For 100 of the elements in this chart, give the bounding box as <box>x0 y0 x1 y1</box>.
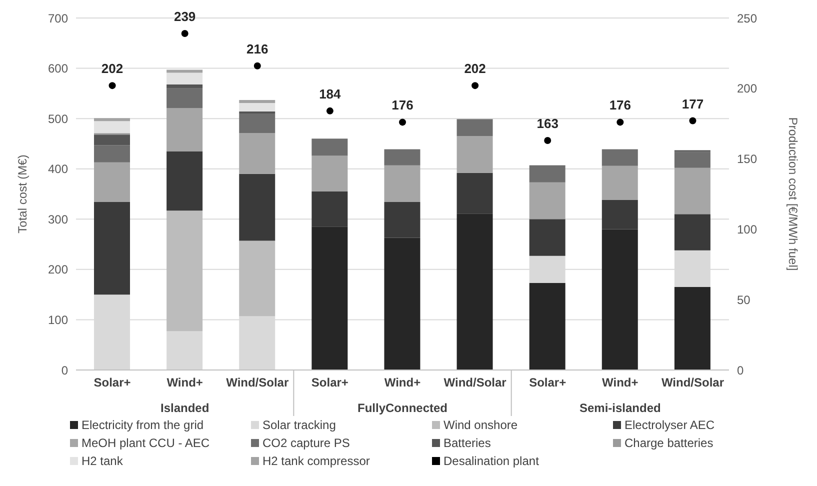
x-tick-label: Wind+ <box>602 376 638 390</box>
bar <box>456 172 493 214</box>
bar <box>674 214 710 250</box>
point <box>108 82 116 90</box>
bar <box>166 70 203 73</box>
bar <box>239 100 276 103</box>
bar <box>674 152 710 168</box>
bar <box>312 156 348 192</box>
text: Semi-islanded <box>579 401 661 415</box>
bar <box>166 151 203 211</box>
bar <box>384 202 420 238</box>
bar <box>674 168 710 214</box>
x-tick-label: Solar+ <box>529 376 566 390</box>
bar <box>239 114 276 134</box>
bar <box>456 136 493 173</box>
legend-label: Solar tracking <box>262 418 336 432</box>
x-tick-label: Solar+ <box>94 376 131 390</box>
bar <box>166 210 203 332</box>
y2-axis-title: Production cost [€/MWh fuel] <box>786 117 800 271</box>
data-label: 163 <box>536 116 558 131</box>
text: Islanded <box>160 401 210 415</box>
y-axis-title: Total cost (M€) <box>15 154 30 234</box>
bar <box>384 165 420 202</box>
data-label: 216 <box>246 41 268 56</box>
bar <box>312 191 348 227</box>
bar <box>239 174 276 241</box>
point <box>689 117 696 124</box>
legend-label: CO2 capture PS <box>262 436 350 450</box>
y2-tick-label: 50 <box>737 292 751 307</box>
data-label: 177 <box>682 96 704 112</box>
point <box>472 82 479 90</box>
bar <box>602 200 638 230</box>
bar <box>94 145 130 162</box>
data-label: 202 <box>101 61 124 76</box>
data-label: 176 <box>392 98 414 113</box>
x-tick-label: Wind/Solar <box>226 376 289 390</box>
bar <box>239 133 276 174</box>
bar <box>166 331 203 370</box>
point <box>399 118 406 126</box>
legend-label: Batteries <box>444 436 491 450</box>
bar <box>94 202 130 295</box>
bar <box>384 149 420 166</box>
bar <box>529 219 566 256</box>
x-tick-label: Wind+ <box>384 376 421 390</box>
y-tick-label: 400 <box>48 162 68 176</box>
bar <box>166 72 203 84</box>
bar <box>602 149 638 166</box>
y2-tick-label: 250 <box>737 11 758 26</box>
bar <box>239 102 276 112</box>
legend-label: MeOH plant CCU - AEC <box>82 436 210 450</box>
x-tick-label: Solar+ <box>311 376 348 390</box>
bar <box>674 287 710 370</box>
bar <box>239 240 276 316</box>
bar <box>384 238 420 370</box>
bar <box>312 226 348 370</box>
bar <box>166 88 203 108</box>
y2-tick-label: 200 <box>737 82 758 96</box>
bar <box>529 166 566 182</box>
y2-tick-label: 150 <box>737 152 758 166</box>
point <box>544 136 552 144</box>
bar <box>456 119 493 136</box>
data-label: 239 <box>174 8 196 24</box>
y-tick-label: 500 <box>48 112 68 126</box>
bar <box>94 121 130 134</box>
y-tick-label: 200 <box>48 262 68 277</box>
bar <box>94 118 130 122</box>
y-tick-label: 300 <box>48 212 68 226</box>
legend-label: Electricity from the grid <box>82 418 204 432</box>
y2-tick-label: 0 <box>737 363 744 378</box>
legend-label: Wind onshore <box>444 418 518 432</box>
x-tick-label: Wind/Solar <box>444 376 507 390</box>
point <box>326 107 334 114</box>
bar <box>456 214 493 370</box>
bar <box>602 166 638 200</box>
bar <box>94 162 130 202</box>
bar <box>94 134 130 146</box>
y2-tick-label: 100 <box>737 222 758 236</box>
point <box>616 118 624 126</box>
bar <box>529 283 566 370</box>
bar <box>166 108 203 152</box>
y-tick-label: 0 <box>61 363 68 378</box>
x-tick-label: Wind/Solar <box>661 376 724 390</box>
legend-label: H2 tank <box>82 454 123 468</box>
point <box>181 30 188 37</box>
point <box>254 62 261 70</box>
y-tick-label: 600 <box>48 62 68 76</box>
legend-label: Charge batteries <box>624 436 714 450</box>
y-tick-label: 100 <box>48 312 68 327</box>
data-label: 176 <box>609 98 632 113</box>
data-label: 202 <box>464 61 486 76</box>
y-tick-label: 700 <box>48 11 68 26</box>
bar <box>529 182 566 220</box>
text: FullyConnected <box>357 401 448 415</box>
bar <box>166 84 203 88</box>
bar <box>602 229 638 370</box>
bar <box>312 138 348 156</box>
x-tick-label: Wind+ <box>166 376 203 390</box>
legend-label: Desalination plant <box>444 454 539 468</box>
legend-label: Electrolyser AEC <box>624 418 715 432</box>
legend-label: H2 tank compressor <box>262 454 370 468</box>
